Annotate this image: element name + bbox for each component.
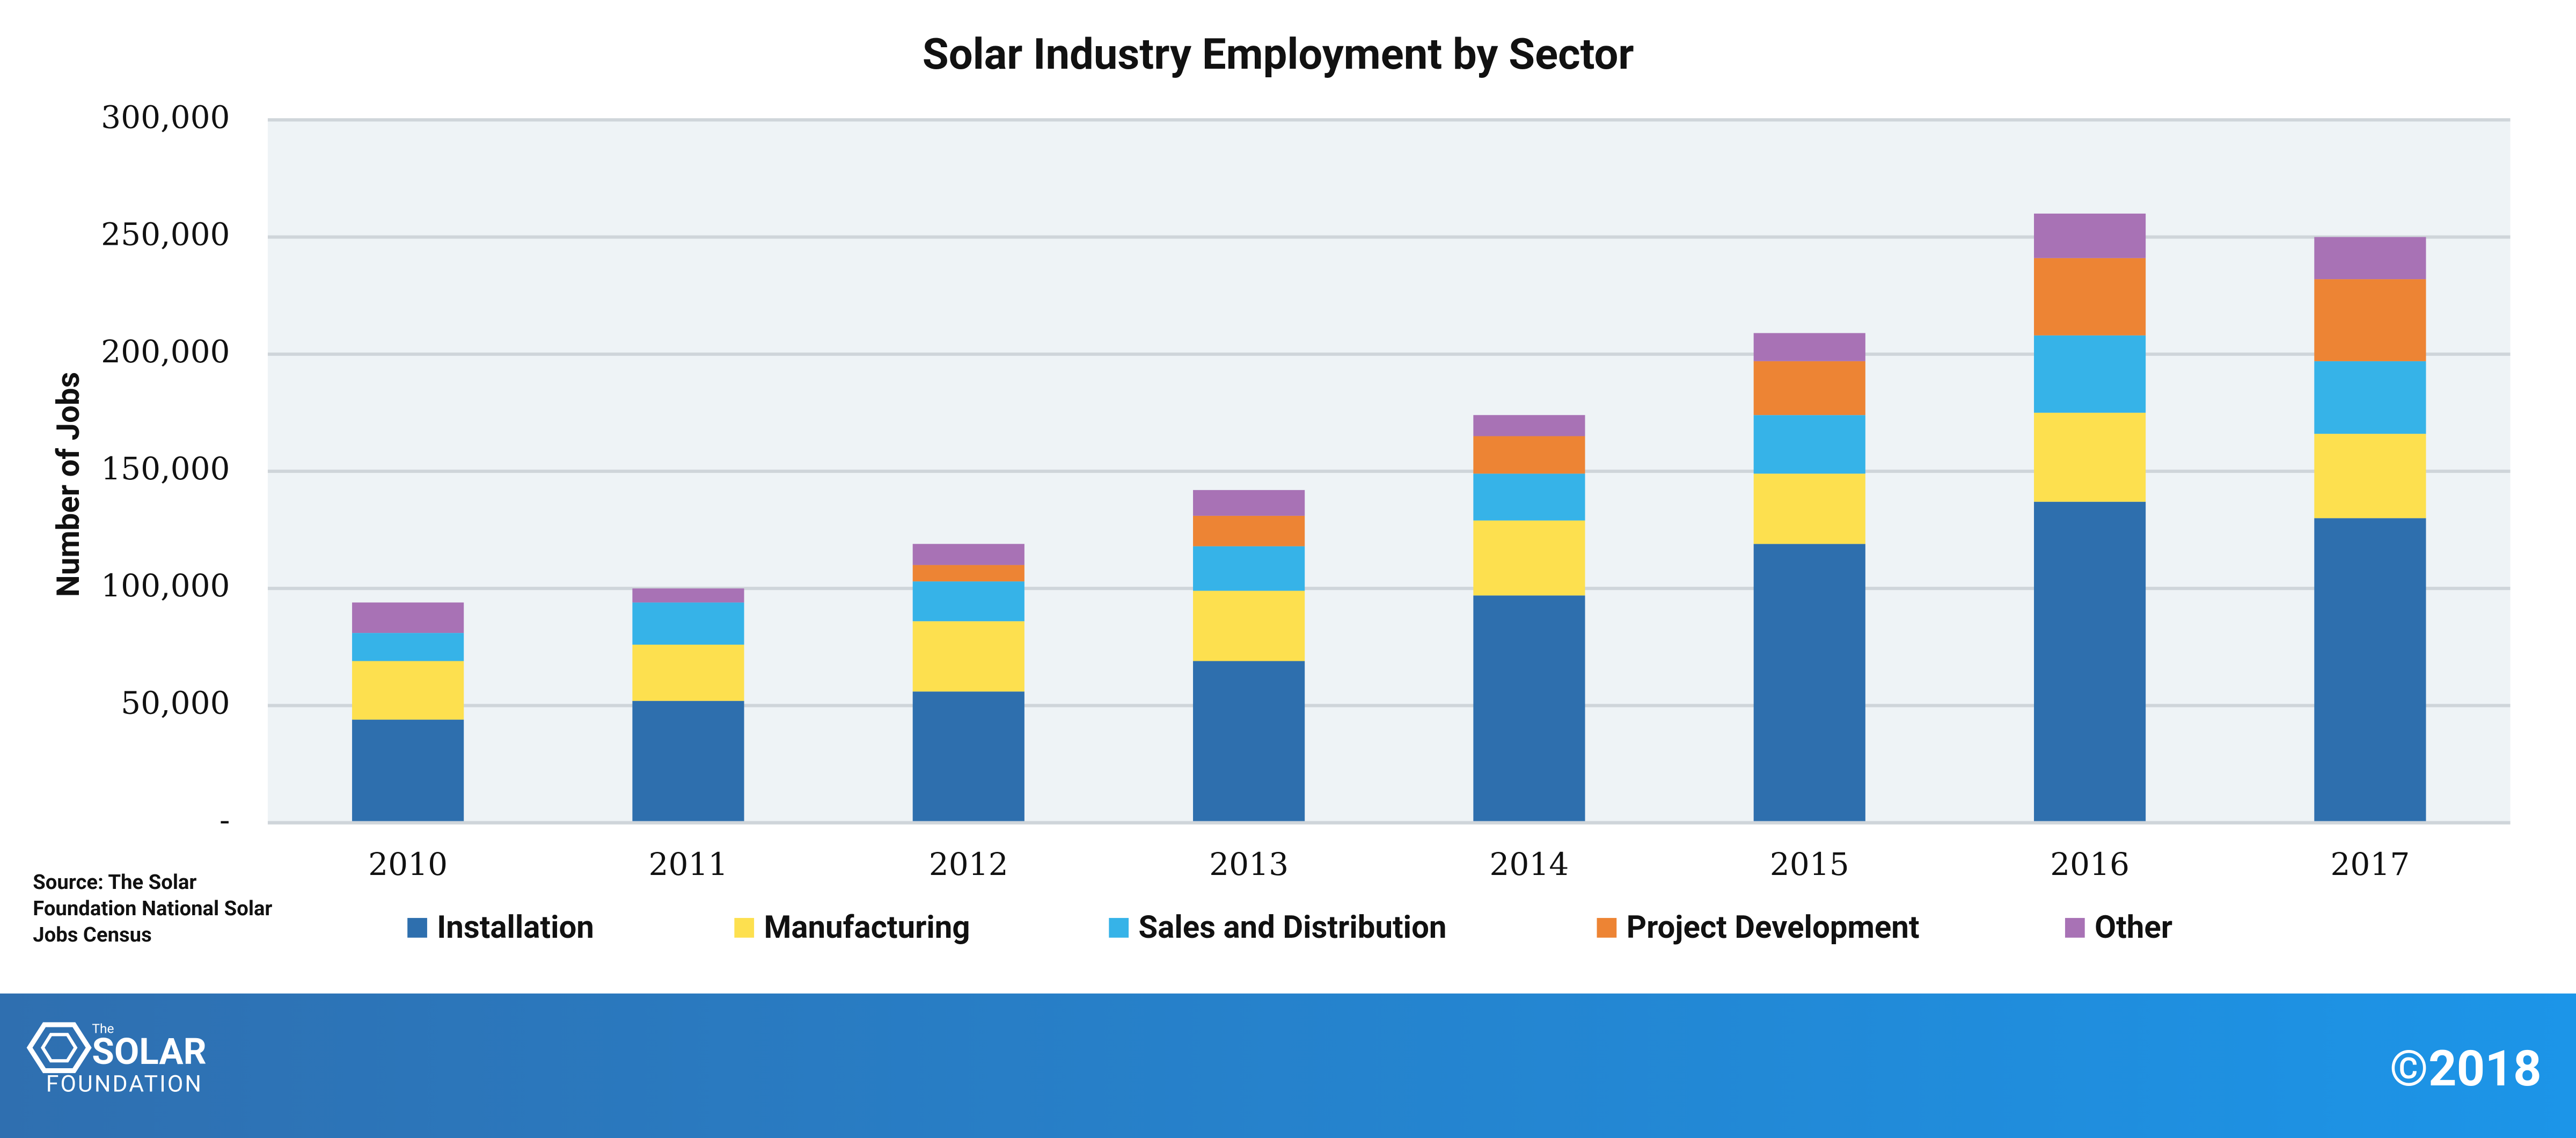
bar-segment — [1473, 436, 1585, 474]
bar-segment — [1753, 473, 1865, 544]
bar-segment — [1193, 490, 1305, 516]
legend-swatch — [407, 918, 427, 938]
logo-hexagon — [26, 1022, 92, 1074]
legend-swatch — [1109, 918, 1129, 938]
y-axis-label: Number of Jobs — [50, 372, 87, 597]
bar-segment — [2033, 258, 2146, 335]
x-tick-label: 2011 — [648, 846, 728, 882]
bar-segment — [1193, 661, 1305, 823]
legend-label: Other — [2095, 909, 2172, 946]
bar-segment — [1753, 415, 1865, 474]
legend-label: Installation — [437, 909, 594, 946]
logo-sub: FOUNDATION — [46, 1070, 203, 1097]
legend-swatch — [1597, 918, 1617, 938]
bar-segment — [1753, 333, 1865, 361]
legend-swatch — [734, 918, 755, 938]
y-tick-label: 200,000 — [101, 333, 230, 370]
bar-segment — [2033, 335, 2146, 413]
bar-segment — [2314, 279, 2426, 361]
y-tick-label: 50,000 — [121, 684, 230, 721]
y-tick-label: 300,000 — [101, 99, 230, 135]
chart-title: Solar Industry Employment by Sector — [923, 30, 1634, 79]
bar-segment — [632, 602, 744, 645]
bar-segment — [352, 719, 464, 823]
bar-segment — [2314, 361, 2426, 434]
bar-segment — [352, 633, 464, 661]
y-tick-label: 250,000 — [101, 216, 230, 253]
y-tick-label: 150,000 — [101, 450, 230, 487]
y-tick-label: 100,000 — [101, 567, 230, 604]
source-note: Foundation National Solar — [33, 897, 272, 921]
bar-segment — [1753, 361, 1865, 415]
bar-segment — [2033, 501, 2146, 823]
legend-label: Manufacturing — [764, 909, 970, 946]
bar-segment — [2314, 518, 2426, 823]
legend-label: Project Development — [1627, 909, 1920, 946]
bar-segment — [912, 544, 1024, 565]
bar-segment — [1473, 520, 1585, 596]
bar-segment — [1473, 473, 1585, 521]
x-tick-label: 2016 — [2050, 846, 2129, 882]
bar-segment — [2314, 237, 2426, 280]
logo-small: The — [92, 1021, 114, 1037]
bar-segment — [2033, 412, 2146, 502]
bar-segment — [912, 691, 1024, 823]
bar-segment — [1473, 415, 1585, 436]
bar-segment — [1193, 546, 1305, 591]
bar-segment — [352, 602, 464, 633]
footer-band — [0, 993, 2576, 1138]
bar-segment — [912, 565, 1024, 582]
bar-segment — [2314, 434, 2426, 519]
bar-segment — [632, 701, 744, 823]
y-tick-label: - — [219, 802, 230, 838]
logo-main: SOLAR — [92, 1031, 206, 1073]
x-tick-label: 2017 — [2330, 846, 2410, 882]
bar-segment — [1193, 590, 1305, 661]
bar-segment — [1473, 595, 1585, 823]
bar-segment — [1193, 515, 1305, 546]
x-tick-label: 2012 — [929, 846, 1008, 882]
x-tick-label: 2013 — [1209, 846, 1289, 882]
bar-segment — [2033, 213, 2146, 258]
x-tick-label: 2014 — [1489, 846, 1569, 882]
bar-segment — [352, 661, 464, 720]
bar-segment — [632, 588, 744, 603]
bar-segment — [1753, 544, 1865, 823]
source-note: Jobs Census — [33, 923, 152, 947]
logo-hexagon-inner — [40, 1033, 78, 1063]
legend-label: Sales and Distribution — [1138, 909, 1446, 946]
x-tick-label: 2015 — [1770, 846, 1849, 882]
bar-segment — [912, 621, 1024, 692]
bar-segment — [632, 644, 744, 701]
copyright: ©2018 — [2390, 1040, 2542, 1098]
source-note: Source: The Solar — [33, 871, 196, 894]
bar-segment — [912, 581, 1024, 622]
legend-swatch — [2065, 918, 2085, 938]
x-tick-label: 2010 — [368, 846, 448, 882]
